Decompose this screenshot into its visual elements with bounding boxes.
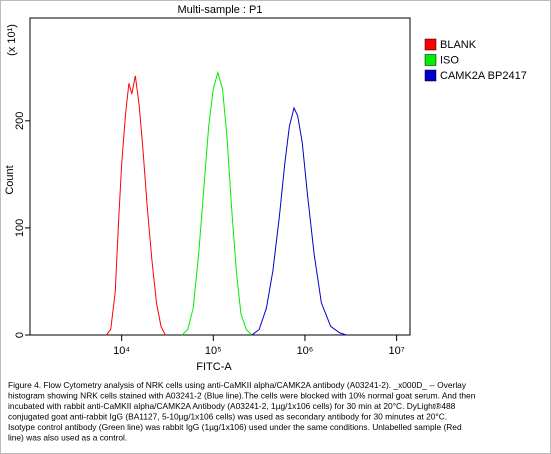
legend-label: BLANK xyxy=(440,39,477,51)
caption-line: histogram showing NRK cells stained with… xyxy=(8,391,476,401)
plot-frame xyxy=(29,17,411,336)
caption-line: Figure 4. Flow Cytometry analysis of NRK… xyxy=(8,380,467,390)
y-tick-label: 100 xyxy=(14,219,26,237)
caption-line: conjugated goat anti-rabbit IgG (BA1127,… xyxy=(8,412,447,422)
y-axis-label: Count xyxy=(4,165,16,194)
histogram-line xyxy=(181,70,253,336)
legend-label: CAMK2A BP2417 xyxy=(440,70,527,82)
y-tick-label: 200 xyxy=(14,112,26,130)
legend-swatch xyxy=(424,69,437,82)
legend-swatch xyxy=(424,38,437,51)
legend-label: ISO xyxy=(440,54,459,66)
x-axis-label: FITC-A xyxy=(196,361,232,373)
chart-title: Multi-sample : P1 xyxy=(178,4,263,16)
histogram-line xyxy=(251,106,347,336)
y-tick-label: 0 xyxy=(14,332,26,338)
legend-swatch xyxy=(424,54,437,66)
x-tick-label: 10⁴ xyxy=(113,345,130,357)
y-multiplier: (x 10¹) xyxy=(6,24,18,56)
caption-line: Isotype control antibody (Green line) wa… xyxy=(8,422,462,432)
x-tick-label: 10⁶ xyxy=(297,345,314,357)
x-tick-label: 10⁷ xyxy=(388,345,404,357)
histogram-line xyxy=(105,75,166,336)
caption-line: line) was also used as a control. xyxy=(8,433,127,443)
caption-line: incubated with rabbit anti-CaMKII alpha/… xyxy=(8,401,456,411)
x-tick-label: 10⁵ xyxy=(205,345,222,357)
